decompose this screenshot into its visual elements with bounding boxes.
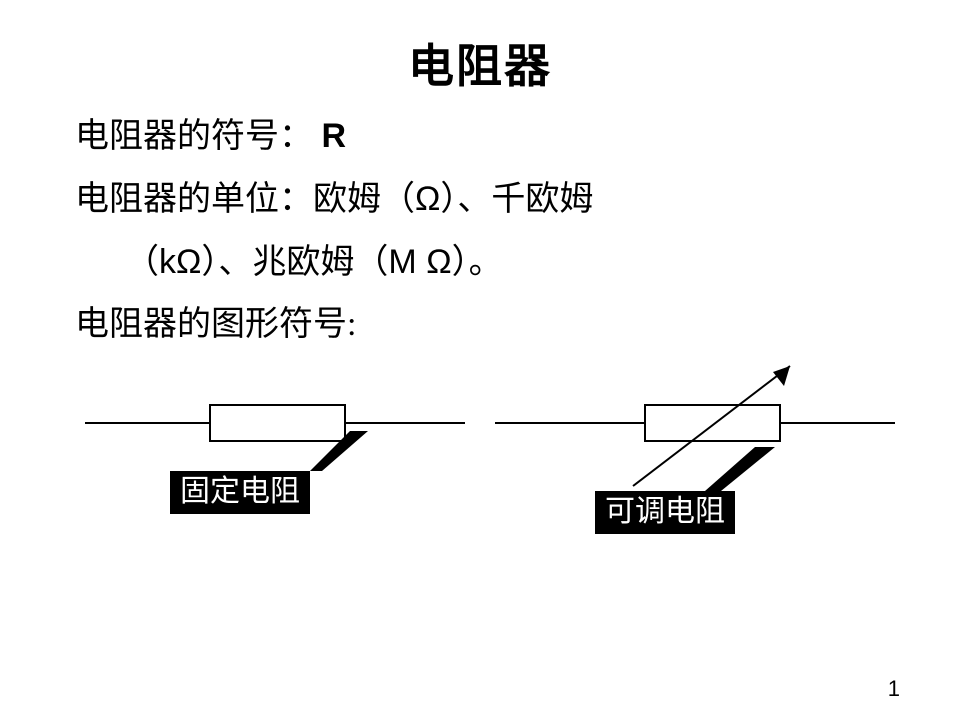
content-block: 电阻器的符号： R 电阻器的单位：欧姆（Ω）、千欧姆 （kΩ）、兆欧姆（M Ω）… xyxy=(0,96,960,623)
fixed-resistor-label: 固定电阻 xyxy=(170,471,310,514)
graphic-symbol-line: 电阻器的图形符号: xyxy=(75,297,885,353)
fixed-resistor-symbol xyxy=(85,393,465,458)
fixed-resistor-svg xyxy=(85,393,465,453)
units-text-5: 兆欧姆（ xyxy=(252,244,388,281)
units-text-6: ）。 xyxy=(452,244,503,281)
symbol-value: R xyxy=(322,117,347,155)
units-text-4: ）、 xyxy=(201,244,252,281)
unit-mohm: M Ω xyxy=(388,243,451,281)
units-line-2: （kΩ）、兆欧姆（M Ω）。 xyxy=(75,234,885,291)
diagram-area: 固定电阻 可调电阻 xyxy=(75,363,885,623)
units-line-1: 电阻器的单位：欧姆（Ω）、千欧姆 xyxy=(75,171,885,228)
variable-resistor-svg xyxy=(495,358,895,498)
fixed-pointer-icon xyxy=(310,431,380,481)
variable-resistor-symbol xyxy=(495,358,895,503)
variable-resistor-label: 可调电阻 xyxy=(595,491,735,534)
page-number: 1 xyxy=(888,676,900,702)
units-label: 电阻器的单位： xyxy=(75,181,313,218)
symbol-label: 电阻器的符号： xyxy=(75,118,313,155)
unit-ohm: Ω xyxy=(415,180,440,218)
units-text-1: 欧姆（ xyxy=(313,181,415,218)
units-text-2: ）、千欧姆 xyxy=(440,181,593,218)
unit-kohm: kΩ xyxy=(159,243,201,281)
page-title: 电阻器 xyxy=(0,0,960,96)
units-text-3: （ xyxy=(125,244,159,281)
symbol-line: 电阻器的符号： R xyxy=(75,108,885,165)
